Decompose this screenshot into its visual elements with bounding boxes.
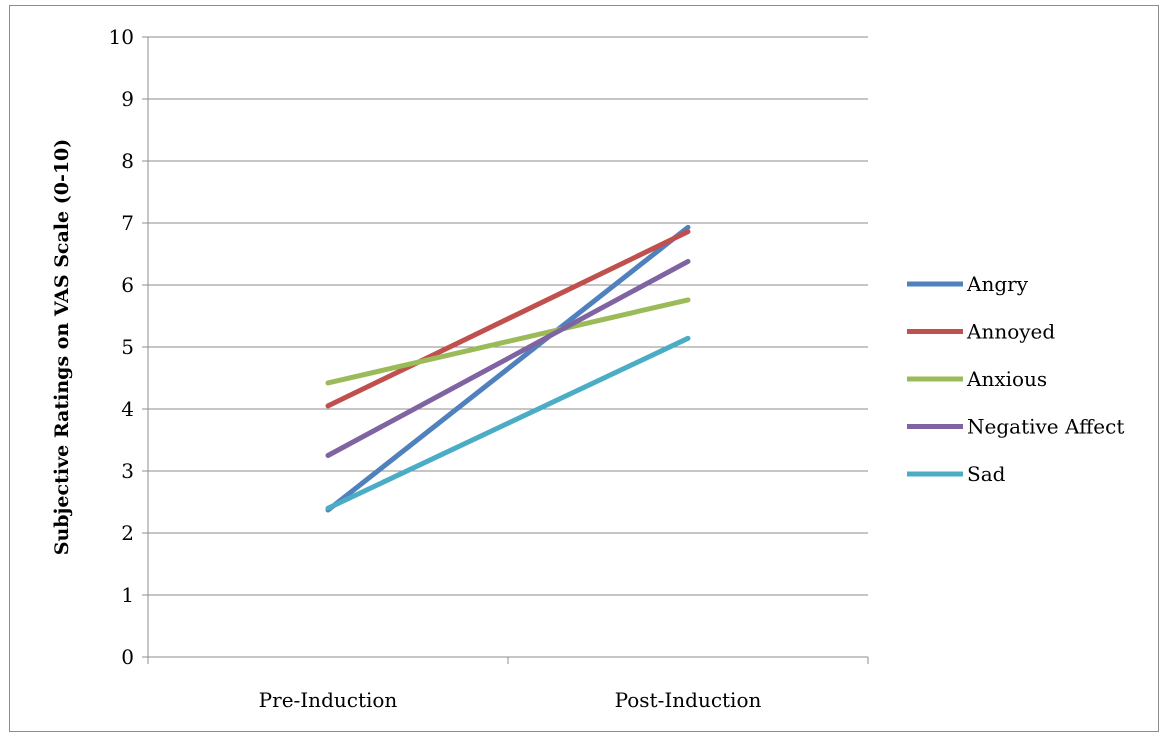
x-tick-label: Post-Induction	[615, 688, 762, 712]
series-line-angry	[325, 224, 691, 513]
y-tick-label: 9	[121, 87, 134, 111]
y-tick-label: 2	[121, 521, 134, 545]
x-tick-label: Pre-Induction	[259, 688, 398, 712]
series-lines	[325, 224, 691, 513]
legend-label: Negative Affect	[967, 415, 1124, 439]
series-line-anxious	[325, 297, 691, 386]
x-tick-labels: Pre-Induction Post-Induction	[259, 688, 762, 712]
y-tick-label: 0	[121, 645, 134, 669]
series-line-negative-affect	[325, 258, 691, 458]
axes	[147, 37, 869, 664]
y-tick-label: 10	[109, 25, 134, 49]
y-tick-label: 5	[121, 335, 134, 359]
y-tick-label: 1	[121, 583, 134, 607]
y-tick-label: 7	[121, 211, 134, 235]
legend-label: Anxious	[966, 367, 1047, 391]
y-tick-label: 6	[121, 273, 134, 297]
y-tick-label: 8	[121, 149, 134, 173]
y-axis-title: Subjective Ratings on VAS Scale (0-10)	[51, 139, 73, 556]
chart-frame	[9, 5, 1159, 732]
legend-label: Angry	[966, 272, 1029, 296]
legend: Angry Annoyed Anxious Negative Affect Sad	[907, 272, 1124, 486]
gridlines	[142, 36, 868, 658]
series-line-sad	[325, 335, 691, 511]
y-tick-label: 3	[121, 459, 134, 483]
legend-label: Sad	[967, 462, 1006, 486]
y-tick-labels: 0 1 2 3 4 5 6 7 8 9 10	[109, 25, 134, 669]
series-line-annoyed	[325, 229, 691, 409]
y-tick-label: 4	[121, 397, 134, 421]
legend-label: Annoyed	[966, 320, 1055, 344]
